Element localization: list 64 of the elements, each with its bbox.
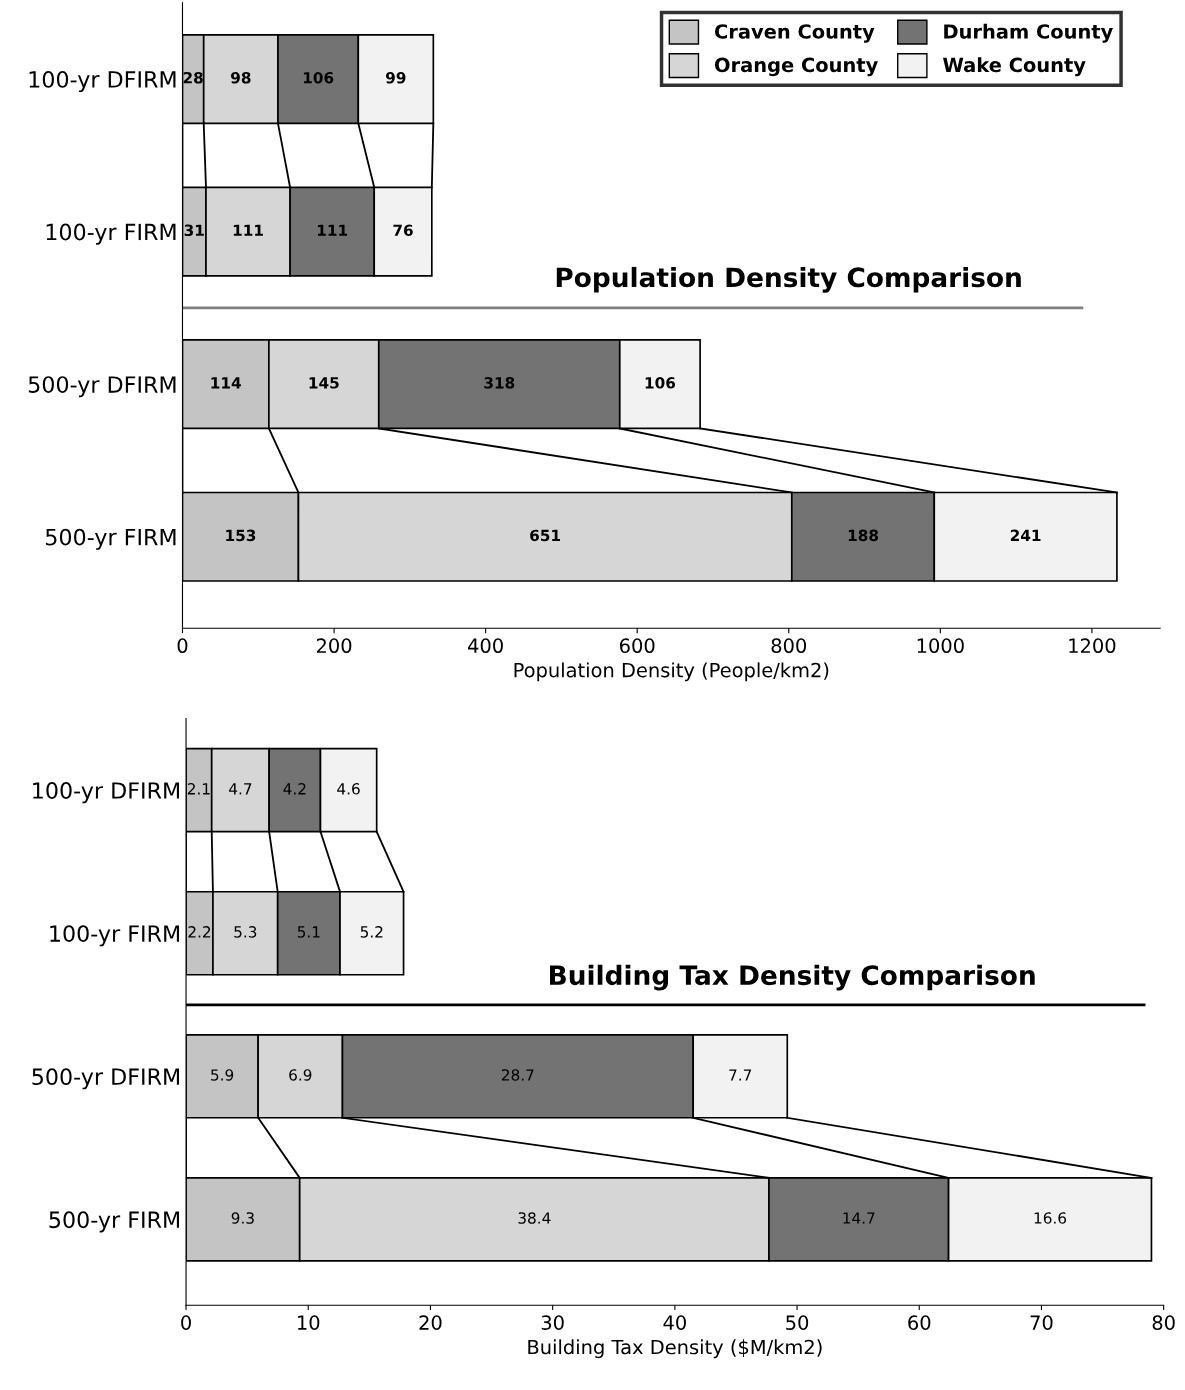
y-tick-label: 100-yr DFIRM bbox=[29, 71, 176, 93]
data-label: 318 bbox=[484, 377, 515, 389]
data-label: 5.9 bbox=[211, 1069, 234, 1081]
x-tick-label: 200 bbox=[316, 638, 352, 654]
x-tick-label: 1000 bbox=[917, 638, 964, 654]
x-tick-label: 400 bbox=[468, 638, 503, 654]
x-tick-label: 60 bbox=[908, 1315, 931, 1330]
data-label: 2.1 bbox=[187, 783, 210, 795]
data-label: 651 bbox=[530, 529, 561, 542]
x-tick-label: 0 bbox=[177, 638, 188, 654]
x-tick-label: 800 bbox=[771, 638, 807, 654]
y-tick-label: 500-yr DFIRM bbox=[32, 1068, 180, 1090]
data-label: 5.3 bbox=[234, 926, 257, 938]
data-label: 99 bbox=[385, 71, 406, 84]
y-tick-label: 500-yr FIRM bbox=[49, 1211, 180, 1233]
data-label: 7.7 bbox=[729, 1069, 752, 1081]
text: Building Tax Density Comparison bbox=[550, 964, 1035, 991]
data-label: 106 bbox=[645, 377, 676, 389]
data-label: 106 bbox=[303, 71, 334, 84]
data-label: 16.6 bbox=[1034, 1212, 1067, 1224]
data-label: 4.7 bbox=[229, 783, 252, 795]
data-label: 98 bbox=[231, 71, 251, 84]
x-tick-label: 10 bbox=[298, 1315, 320, 1330]
y-tick-label: 500-yr DFIRM bbox=[28, 376, 176, 398]
data-label: 111 bbox=[317, 224, 348, 236]
data-label: 9.3 bbox=[231, 1212, 254, 1224]
x-tick-label: 20 bbox=[419, 1315, 442, 1330]
legend-label: Wake County bbox=[943, 57, 1086, 77]
x-tick-label: 50 bbox=[786, 1315, 809, 1330]
data-label: 114 bbox=[211, 377, 241, 389]
x-tick-label: 30 bbox=[541, 1315, 564, 1330]
y-tick-label: 500-yr FIRM bbox=[46, 528, 176, 550]
data-label: 14.7 bbox=[843, 1212, 875, 1224]
data-label: 76 bbox=[393, 224, 413, 237]
legend-label: Orange County bbox=[715, 57, 878, 77]
data-label: 31 bbox=[184, 224, 204, 237]
data-label: 241 bbox=[1010, 529, 1041, 541]
x-axis-title: Population Density (People/km2) bbox=[514, 662, 829, 682]
x-tick-label: 0 bbox=[181, 1315, 191, 1330]
data-label: 28.7 bbox=[501, 1069, 534, 1081]
x-tick-label: 600 bbox=[620, 638, 655, 654]
data-label: 6.9 bbox=[289, 1069, 312, 1081]
data-label: 28 bbox=[183, 71, 203, 84]
x-tick-label: 40 bbox=[663, 1315, 686, 1330]
y-tick-label: 100-yr FIRM bbox=[46, 223, 176, 245]
text: Population Density Comparison bbox=[556, 266, 1021, 293]
x-tick-label: 80 bbox=[1152, 1315, 1175, 1330]
data-label: 145 bbox=[309, 377, 339, 389]
x-tick-label: 70 bbox=[1030, 1315, 1053, 1330]
y-tick-label: 100-yr DFIRM bbox=[33, 782, 180, 804]
data-label: 5.2 bbox=[360, 926, 383, 938]
data-label: 4.6 bbox=[337, 783, 360, 795]
x-tick-label: 1200 bbox=[1069, 638, 1116, 654]
data-label: 153 bbox=[226, 529, 256, 542]
y-tick-label: 100-yr FIRM bbox=[50, 925, 180, 947]
data-label: 4.2 bbox=[283, 783, 306, 795]
data-label: 5.1 bbox=[297, 926, 320, 938]
legend-label: Durham County bbox=[944, 23, 1113, 43]
data-label: 188 bbox=[848, 529, 879, 542]
data-label: 111 bbox=[233, 224, 263, 236]
legend-label: Craven County bbox=[715, 24, 875, 43]
data-label: 38.4 bbox=[518, 1212, 551, 1224]
x-axis-title: Building Tax Density ($M/km2) bbox=[528, 1339, 822, 1359]
data-label: 2.2 bbox=[188, 926, 211, 938]
